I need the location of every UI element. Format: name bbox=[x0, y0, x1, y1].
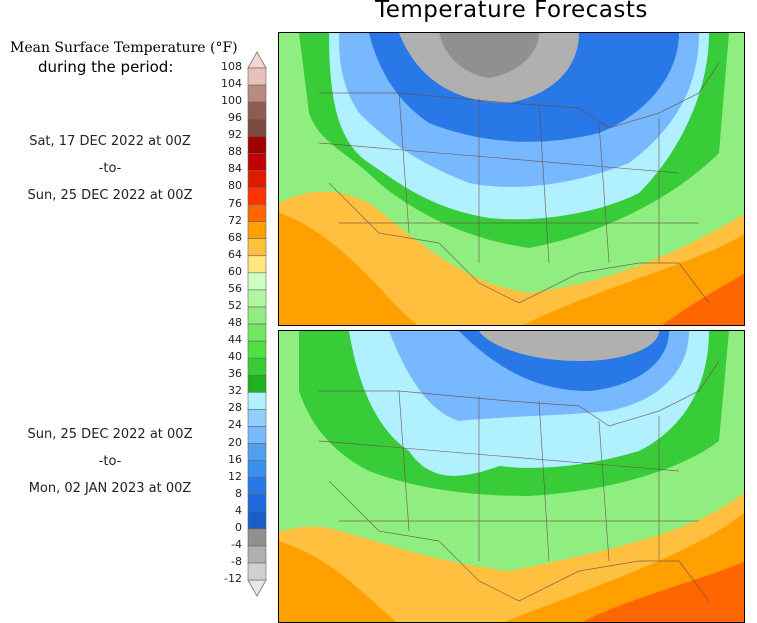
color-bar-tick: 32 bbox=[228, 384, 242, 398]
color-bar-tick: 72 bbox=[228, 213, 242, 227]
color-bar-tick: 8 bbox=[235, 486, 242, 500]
color-bar-tick: -8 bbox=[231, 555, 242, 569]
period2-sep: -to- bbox=[98, 454, 122, 469]
page-title: Temperature Forecasts bbox=[375, 0, 648, 23]
color-bar-swatch bbox=[247, 511, 267, 530]
color-bar-swatch bbox=[247, 118, 267, 137]
color-bar-swatch bbox=[247, 204, 267, 222]
color-bar-swatch bbox=[247, 426, 267, 444]
color-bar-tick: 92 bbox=[228, 128, 242, 142]
color-bar-tick: 60 bbox=[228, 264, 242, 278]
color-bar-swatch bbox=[247, 135, 267, 154]
color-bar-tick: 40 bbox=[228, 350, 242, 364]
color-bar-tick: 76 bbox=[228, 196, 242, 210]
color-bar-tick: 108 bbox=[221, 60, 242, 73]
color-bar-tick: -4 bbox=[231, 537, 242, 551]
color-bar-swatch bbox=[247, 528, 267, 547]
color-bar-swatch bbox=[247, 477, 267, 496]
color-bar-swatch bbox=[247, 443, 267, 461]
color-bar-swatch bbox=[247, 562, 267, 581]
color-bar-tick: 16 bbox=[228, 452, 242, 466]
color-bar-arrow-bottom bbox=[247, 579, 267, 598]
color-bar-tick: 44 bbox=[228, 333, 242, 347]
color-bar-swatch bbox=[247, 357, 267, 376]
period2-end: Mon, 02 JAN 2023 at 00Z bbox=[28, 481, 192, 496]
color-bar-swatch bbox=[247, 153, 267, 171]
color-bar-tick: 64 bbox=[228, 247, 242, 261]
color-bar-tick: 88 bbox=[228, 145, 242, 159]
color-bar-tick: 36 bbox=[228, 367, 242, 381]
color-bar-tick: 0 bbox=[235, 520, 242, 534]
period2-start: Sun, 25 DEC 2022 at 00Z bbox=[27, 427, 193, 442]
color-bar bbox=[247, 50, 267, 598]
color-bar-swatch bbox=[247, 545, 267, 564]
color-bar-swatch bbox=[247, 170, 267, 188]
color-bar-swatch bbox=[247, 238, 267, 257]
color-bar-swatch bbox=[247, 306, 267, 325]
period1-start: Sat, 17 DEC 2022 at 00Z bbox=[29, 134, 191, 149]
color-bar-swatch bbox=[247, 84, 267, 103]
color-bar-tick: 48 bbox=[228, 316, 242, 330]
color-bar-tick: 68 bbox=[228, 230, 242, 244]
color-bar-tick: 4 bbox=[235, 503, 242, 517]
color-bar-tick: 28 bbox=[228, 401, 242, 415]
color-bar-swatch bbox=[247, 67, 267, 86]
color-bar-swatch bbox=[247, 272, 267, 291]
color-bar-swatch bbox=[247, 409, 267, 427]
period1-end: Sun, 25 DEC 2022 at 00Z bbox=[27, 188, 193, 203]
color-bar-swatch bbox=[247, 323, 267, 342]
color-bar-tick: 84 bbox=[228, 162, 242, 176]
period1-sep: -to- bbox=[98, 161, 122, 176]
legend-heading: Mean Surface Temperature (°F) bbox=[10, 40, 238, 56]
color-bar-swatch bbox=[247, 392, 267, 410]
color-bar-swatch bbox=[247, 460, 267, 478]
map-period1 bbox=[278, 32, 745, 326]
color-bar-arrow-top bbox=[247, 50, 267, 69]
legend-subheading: during the period: bbox=[38, 58, 174, 76]
map-period2 bbox=[278, 330, 745, 623]
color-bar-tick: -12 bbox=[224, 572, 242, 586]
color-bar-tick: 24 bbox=[228, 418, 242, 432]
color-bar-swatch bbox=[247, 255, 267, 274]
color-bar-swatch bbox=[247, 340, 267, 359]
color-bar-tick: 52 bbox=[228, 298, 242, 312]
color-bar-tick: 56 bbox=[228, 281, 242, 295]
color-bar-swatch bbox=[247, 494, 267, 513]
color-bar-tick: 104 bbox=[221, 77, 242, 91]
color-bar-swatch bbox=[247, 289, 267, 308]
color-bar-tick: 12 bbox=[228, 469, 242, 483]
color-bar-swatch bbox=[247, 101, 267, 120]
color-bar-tick: 100 bbox=[221, 94, 242, 108]
color-bar-tick: 96 bbox=[228, 111, 242, 125]
color-bar-swatch bbox=[247, 221, 267, 240]
color-bar-tick: 20 bbox=[228, 435, 242, 449]
color-bar-swatch bbox=[247, 374, 267, 393]
color-bar-swatch bbox=[247, 187, 267, 205]
color-bar-tick: 80 bbox=[228, 179, 242, 193]
